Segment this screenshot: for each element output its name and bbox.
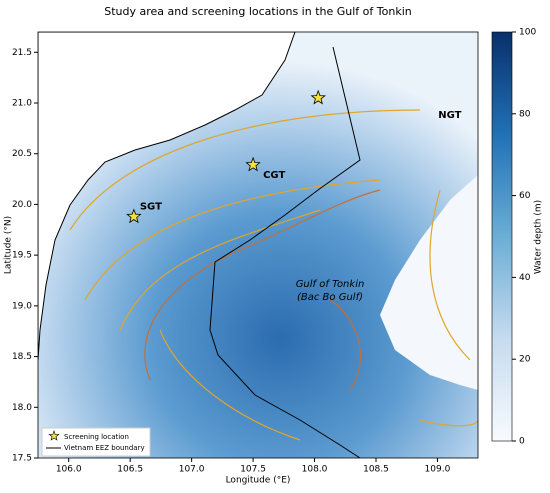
x-tick-label: 107.5 [240,465,266,475]
screening-point [126,208,142,224]
plot-frame [37,31,479,459]
land [38,32,296,361]
hainan-shallows [380,175,478,390]
map-area [38,32,478,458]
y-axis-label: Latitude (°N) [4,216,14,274]
y-tick-label: 21.5 [12,48,32,58]
point-label: SGT [140,202,162,213]
contour [144,189,381,391]
colorbar-tick-label: 100 [519,28,536,38]
x-tick-label: 106.5 [117,465,143,475]
colorbar-tick-label: 0 [519,437,525,447]
y-tick-label: 20.5 [12,149,32,159]
x-tick-label: 106.0 [56,465,82,475]
y-tick-label: 17.5 [12,454,32,464]
legend-label: Screening location [64,433,129,441]
colorbar-tick-label: 40 [519,273,531,283]
y-tick-label: 18.0 [12,403,32,413]
point-label: CGT [263,170,285,181]
legend-label: Vietnam EEZ boundary [64,444,145,452]
legend [41,427,151,457]
screening-point [310,89,327,105]
screening-point [245,156,261,172]
y-tick-label: 19.0 [12,301,32,311]
colorbar-label: Water depth (m) [534,200,544,274]
chart-title: Study area and screening locations in th… [104,5,411,18]
x-tick-label: 108.0 [302,465,328,475]
x-tick-label: 107.0 [179,465,205,475]
y-tick-label: 20.0 [12,200,32,210]
annotation: (Bac Bo Gulf) [297,292,363,303]
y-tick-label: 21.0 [12,99,32,109]
y-tick-label: 19.5 [12,251,32,261]
colorbar-tick-label: 80 [519,109,531,119]
colorbar-tick-label: 20 [519,355,531,365]
x-tick-label: 108.5 [363,465,389,475]
x-tick-label: 109.0 [425,465,451,475]
legend-star [48,430,60,441]
eez-boundary [209,46,361,458]
x-axis-label: Longitude (°E) [226,476,291,486]
annotation: Gulf of Tonkin [296,279,365,290]
contour [69,109,478,441]
point-label: NGT [438,110,461,121]
y-tick-label: 18.5 [12,352,32,362]
colorbar-tick-label: 60 [519,191,531,201]
colorbar [491,31,513,442]
